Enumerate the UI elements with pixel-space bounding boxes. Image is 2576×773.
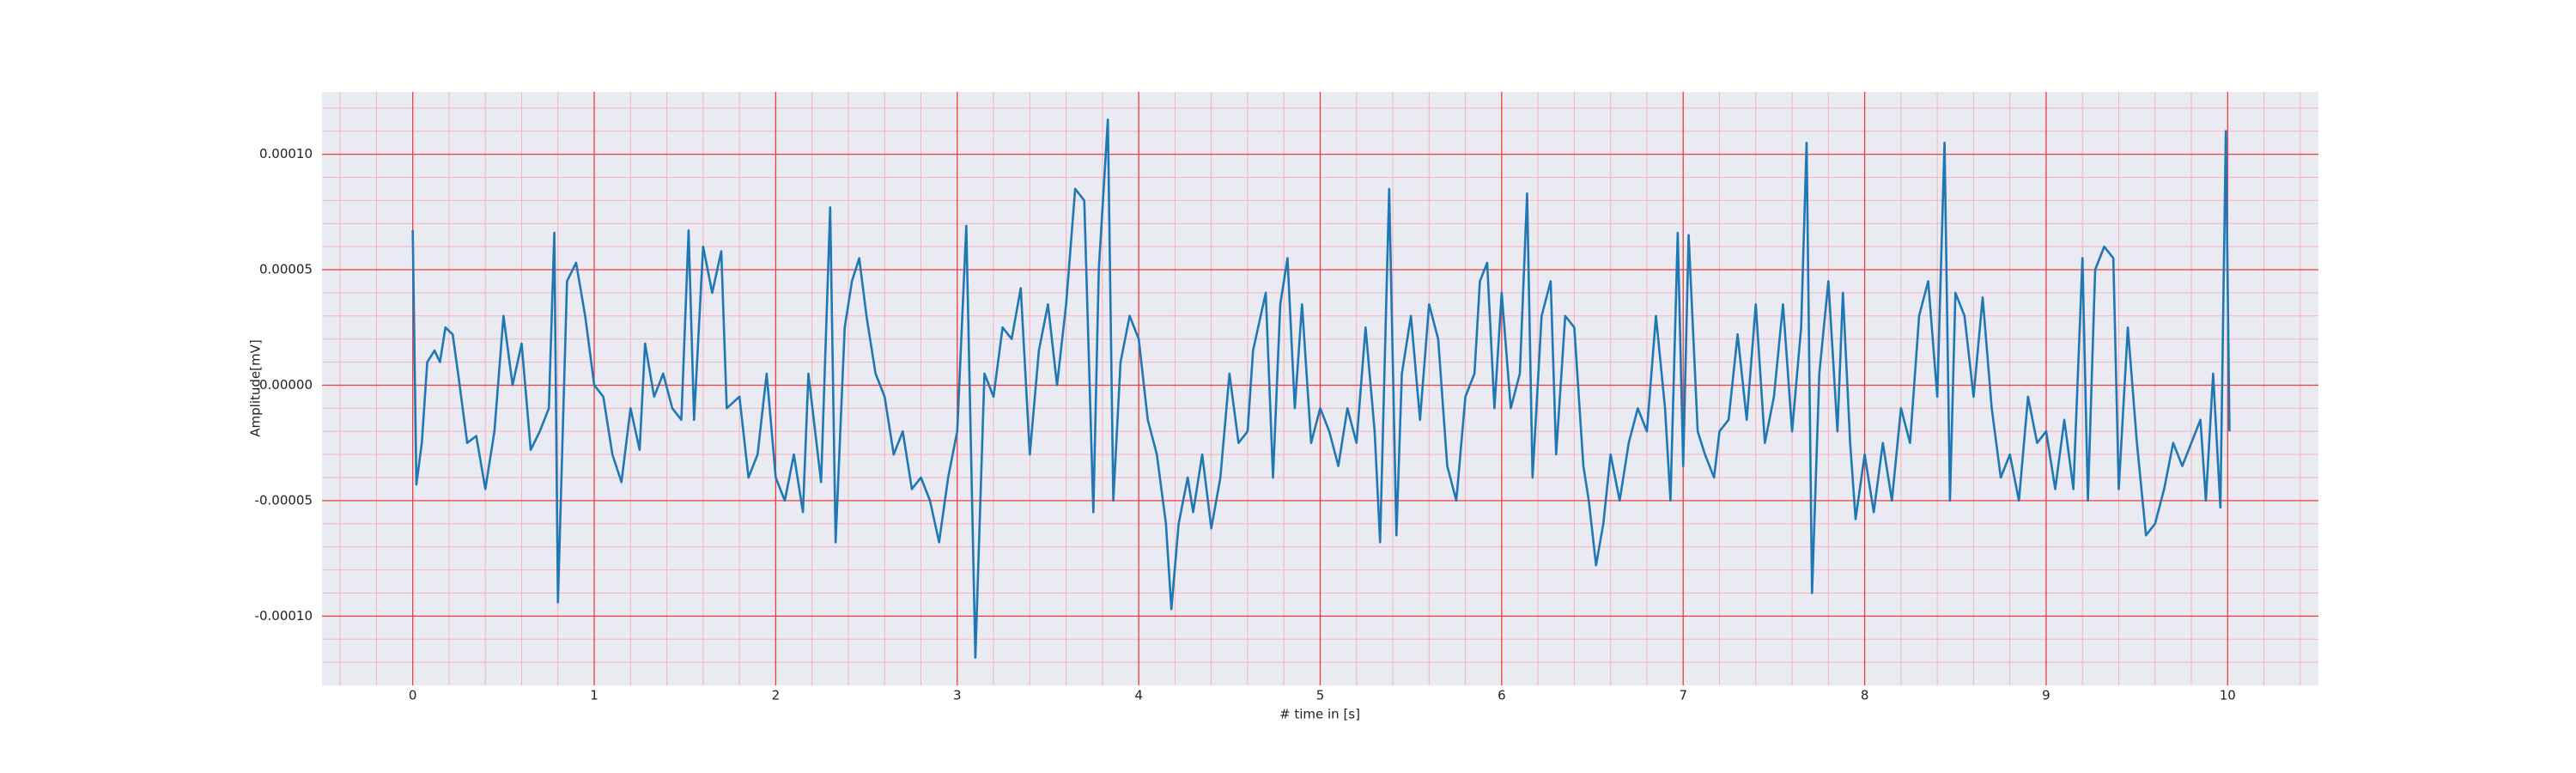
x-tick-label: 0 — [409, 688, 417, 703]
x-tick-label: 4 — [1134, 688, 1143, 703]
labels: 0 1 2 3 4 5 6 7 8 9 10 -0.00010 -0.00005 0.00000 0.000… — [255, 146, 2236, 703]
x-tick-label: 9 — [2042, 688, 2050, 703]
x-tick-label: 7 — [1679, 688, 1687, 703]
x-axis-label: # time in [s] — [1279, 707, 1360, 722]
x-tick-label: 3 — [953, 688, 962, 703]
x-tick-label: 5 — [1316, 688, 1325, 703]
y-tick-label: 0.00010 — [259, 146, 313, 161]
x-tick-label: 6 — [1498, 688, 1506, 703]
x-tick-label: 8 — [1861, 688, 1869, 703]
signal-line — [411, 118, 2231, 660]
y-tick-label: -0.00005 — [255, 492, 313, 508]
major-grid — [322, 92, 2318, 685]
y-tick-label: 0.00000 — [259, 377, 313, 393]
y-tick-label: 0.00005 — [259, 262, 313, 277]
x-tick-label: 2 — [772, 688, 781, 703]
y-axis-label: Amplitude[mV] — [248, 339, 264, 436]
x-tick-label: 10 — [2220, 688, 2236, 703]
data-layer — [411, 118, 2231, 660]
x-tick-label: 1 — [590, 688, 598, 703]
y-tick-label: -0.00010 — [255, 608, 313, 624]
